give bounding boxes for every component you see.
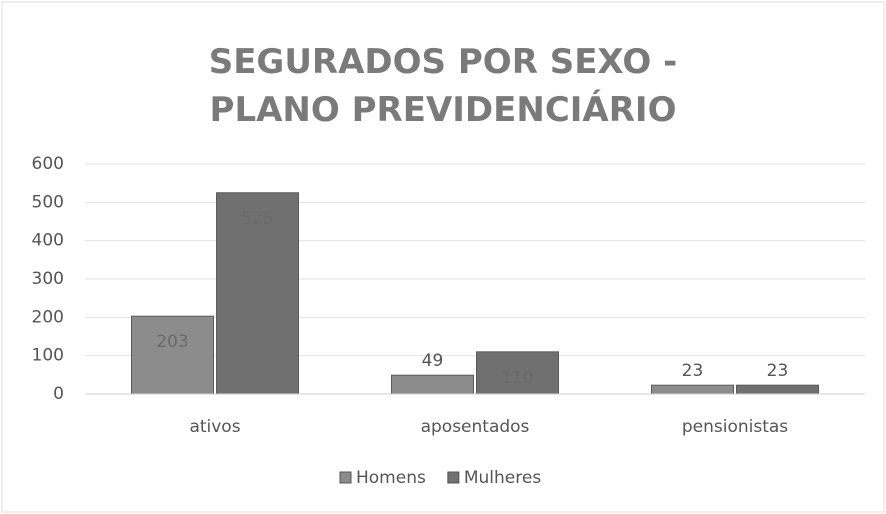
chart-title: SEGURADOS POR SEXO - PLANO PREVIDENCIÁRI… — [208, 42, 678, 130]
bar — [736, 384, 819, 395]
legend-label: Homens — [356, 468, 426, 488]
x-tick-label: pensionistas — [682, 417, 788, 437]
bar — [476, 351, 559, 395]
data-label: 525 — [241, 209, 273, 229]
data-label: 203 — [156, 332, 188, 352]
legend-swatch — [339, 471, 352, 484]
x-tick-label: ativos — [189, 417, 240, 437]
bar — [651, 384, 734, 395]
y-tick-label: 500 — [32, 192, 64, 212]
data-label: 49 — [422, 351, 444, 371]
y-tick-label: 600 — [32, 154, 64, 174]
y-tick-label: 200 — [32, 307, 64, 327]
x-tick-label: aposentados — [421, 417, 530, 437]
bar — [131, 315, 214, 395]
y-tick-label: 0 — [53, 384, 64, 404]
y-tick-label: 400 — [32, 231, 64, 251]
legend-label: Mulheres — [464, 468, 541, 488]
data-label: 23 — [682, 361, 704, 381]
bar — [391, 374, 474, 395]
y-tick-label: 300 — [32, 269, 64, 289]
legend-swatch — [447, 471, 460, 484]
y-tick-label: 100 — [32, 346, 64, 366]
data-label: 110 — [501, 368, 533, 388]
data-label: 23 — [767, 361, 789, 381]
